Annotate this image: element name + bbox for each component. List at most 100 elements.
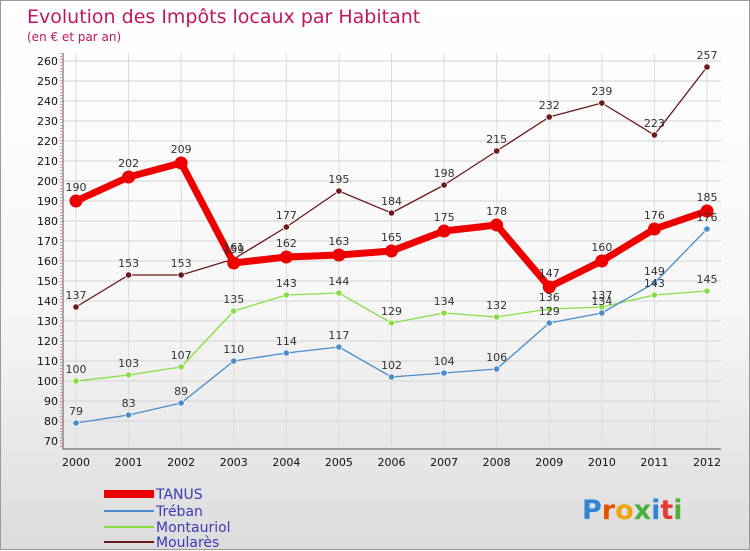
- data-label: 129: [381, 305, 402, 318]
- y-tick-label: 110: [37, 355, 58, 368]
- data-point: [335, 343, 343, 351]
- data-point: [230, 307, 238, 315]
- data-point: [440, 369, 448, 377]
- data-label: 175: [434, 211, 455, 224]
- legend-label-tanus: TANUS: [155, 487, 203, 503]
- data-point: [493, 365, 501, 373]
- data-point: [598, 309, 606, 317]
- data-point: [650, 291, 659, 299]
- data-point: [545, 319, 553, 327]
- y-tick-label: 220: [37, 135, 58, 148]
- data-point: [490, 218, 504, 232]
- y-tick-label: 140: [37, 295, 58, 308]
- data-label: 202: [118, 157, 139, 170]
- y-tick-label: 200: [37, 175, 58, 188]
- data-point: [230, 357, 238, 365]
- data-label: 184: [381, 195, 402, 208]
- data-point: [437, 224, 451, 238]
- data-label: 176: [644, 209, 665, 222]
- x-tick-label: 2001: [115, 456, 143, 469]
- series: 190 202 209 159 162 163 165 175 178 147 160 176 185 7…: [66, 49, 718, 427]
- data-point: [545, 305, 553, 313]
- y-tick-label: 100: [37, 375, 58, 388]
- data-point: [335, 289, 343, 297]
- data-point: [72, 303, 80, 311]
- data-point: [598, 99, 606, 107]
- data-point: [385, 244, 398, 258]
- data-label: 135: [223, 293, 244, 306]
- y-tick-label: 230: [37, 115, 58, 128]
- y-tick-label: 80: [44, 415, 58, 428]
- y-tick-label: 210: [37, 155, 58, 168]
- data-point: [72, 377, 80, 385]
- data-point: [177, 363, 185, 371]
- data-point: [542, 280, 556, 294]
- data-label: 89: [174, 385, 188, 398]
- data-label: 107: [171, 349, 192, 362]
- data-label: 153: [171, 257, 192, 270]
- data-label: 136: [539, 291, 560, 304]
- data-point: [493, 313, 501, 321]
- y-tick-label: 90: [44, 395, 58, 408]
- data-point: [440, 181, 448, 189]
- data-label: 104: [434, 355, 455, 368]
- y-tick-label: 190: [37, 195, 58, 208]
- data-point: [595, 254, 609, 268]
- data-point: [332, 248, 346, 262]
- x-tick-label: 2003: [220, 456, 248, 469]
- y-tick-label: 70: [44, 435, 58, 448]
- data-point: [703, 63, 711, 71]
- data-point: [703, 225, 711, 233]
- data-label: 161: [223, 241, 244, 254]
- data-label: 162: [276, 237, 297, 250]
- x-tick-label: 2005: [325, 456, 353, 469]
- x-tick-label: 2002: [167, 456, 195, 469]
- data-point: [650, 279, 659, 287]
- data-label: 143: [644, 277, 665, 290]
- data-label: 147: [539, 267, 560, 280]
- y-tick-label: 180: [37, 215, 58, 228]
- data-point: [493, 147, 501, 155]
- data-point: [69, 194, 83, 208]
- legend-label-montauriol: Montauriol: [156, 520, 231, 536]
- data-point: [335, 187, 343, 195]
- y-tick-label: 260: [37, 55, 58, 68]
- data-label: 239: [591, 85, 612, 98]
- data-label: 129: [539, 305, 560, 318]
- x-tick-label: 2012: [693, 456, 721, 469]
- data-label: 110: [223, 343, 244, 356]
- axes: 7080901001101201301401501601701801902002…: [37, 53, 721, 469]
- data-label: 100: [66, 363, 87, 376]
- data-label: 177: [276, 209, 297, 222]
- data-point: [122, 170, 136, 184]
- x-tick-label: 2004: [272, 456, 300, 469]
- y-tick-label: 150: [37, 275, 58, 288]
- data-label: 102: [381, 359, 402, 372]
- data-point: [227, 256, 241, 270]
- data-label: 137: [591, 289, 612, 302]
- data-point: [282, 349, 290, 357]
- y-tick-label: 160: [37, 255, 58, 268]
- data-point: [174, 156, 188, 170]
- data-label: 144: [328, 275, 349, 288]
- data-point: [124, 371, 133, 379]
- data-point: [440, 309, 448, 317]
- data-label: 153: [118, 257, 139, 270]
- x-tick-label: 2000: [62, 456, 90, 469]
- data-point: [177, 399, 185, 407]
- proxiti-logo: Proxiti: [582, 495, 683, 526]
- y-tick-label: 120: [37, 335, 58, 348]
- chart-subtitle: (en € et par an): [27, 30, 121, 44]
- data-point: [282, 223, 290, 231]
- data-point: [72, 419, 80, 427]
- data-point: [545, 113, 553, 121]
- data-label: 134: [591, 295, 612, 308]
- x-tick-label: 2010: [588, 456, 616, 469]
- data-label: 106: [486, 351, 507, 364]
- y-tick-label: 170: [37, 235, 58, 248]
- x-tick-label: 2008: [483, 456, 511, 469]
- data-label: 195: [328, 173, 349, 186]
- y-tick-label: 250: [37, 75, 58, 88]
